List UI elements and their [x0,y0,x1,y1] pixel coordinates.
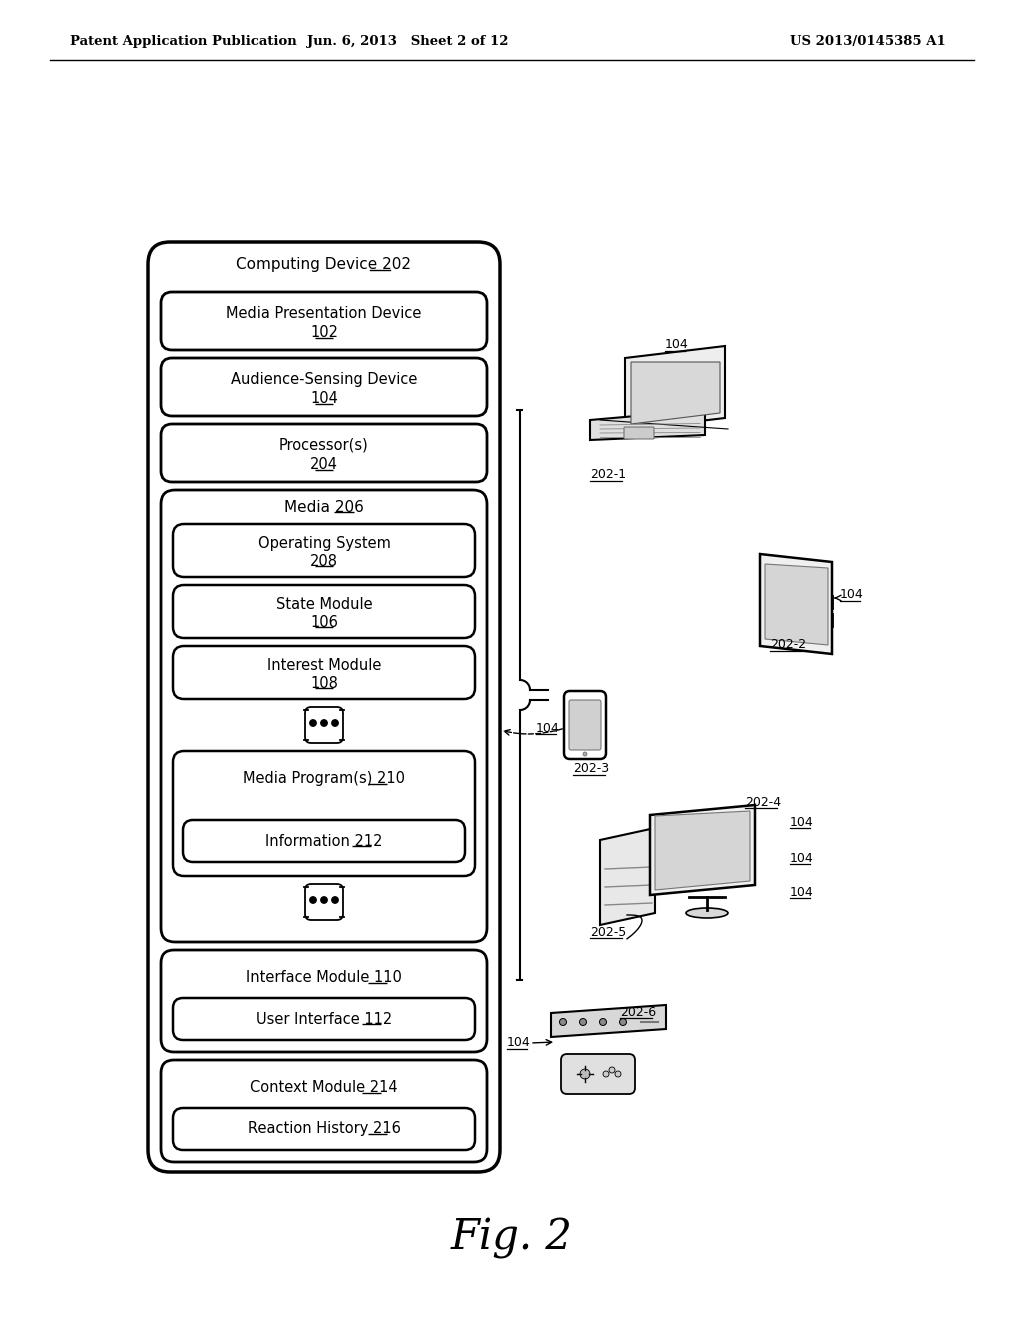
FancyBboxPatch shape [564,690,606,759]
Text: US 2013/0145385 A1: US 2013/0145385 A1 [790,36,946,49]
Circle shape [559,1019,566,1026]
Text: 202-6: 202-6 [620,1006,656,1019]
Polygon shape [600,828,655,925]
Text: 104: 104 [310,391,338,407]
Text: 202-2: 202-2 [770,639,806,652]
Polygon shape [765,564,828,645]
Circle shape [603,1071,609,1077]
Circle shape [615,1071,621,1077]
Polygon shape [760,554,831,653]
FancyBboxPatch shape [173,751,475,876]
FancyBboxPatch shape [173,585,475,638]
Polygon shape [625,346,725,430]
FancyBboxPatch shape [161,358,487,416]
Text: Interest Module: Interest Module [267,659,381,673]
FancyBboxPatch shape [161,950,487,1052]
Text: 202-1: 202-1 [590,469,626,482]
FancyBboxPatch shape [305,884,343,920]
Text: Media 206: Media 206 [284,499,364,515]
Circle shape [609,1067,615,1073]
Text: 104: 104 [840,589,864,602]
FancyBboxPatch shape [161,292,487,350]
Circle shape [310,719,316,726]
Text: 208: 208 [310,553,338,569]
FancyBboxPatch shape [561,1053,635,1094]
Text: Interface Module 110: Interface Module 110 [246,970,402,986]
Text: 104: 104 [665,338,689,351]
Text: User Interface 112: User Interface 112 [256,1011,392,1027]
Text: 204: 204 [310,457,338,473]
Circle shape [583,752,587,756]
Circle shape [580,1019,587,1026]
FancyBboxPatch shape [173,1107,475,1150]
Text: Audience-Sensing Device: Audience-Sensing Device [230,372,417,387]
Ellipse shape [686,908,728,917]
Polygon shape [631,362,720,424]
Text: Computing Device 202: Computing Device 202 [237,256,412,272]
Text: 106: 106 [310,615,338,630]
Text: Processor(s): Processor(s) [280,438,369,453]
Text: 104: 104 [790,851,814,865]
Circle shape [321,896,328,903]
Text: 104: 104 [790,816,814,829]
FancyBboxPatch shape [305,708,343,743]
FancyBboxPatch shape [173,998,475,1040]
Text: 104: 104 [790,886,814,899]
FancyBboxPatch shape [161,424,487,482]
Polygon shape [590,411,705,440]
FancyBboxPatch shape [624,426,654,440]
FancyBboxPatch shape [173,645,475,700]
FancyBboxPatch shape [161,1060,487,1162]
Text: Information 212: Information 212 [265,833,383,849]
FancyBboxPatch shape [569,700,601,750]
Text: 108: 108 [310,676,338,690]
Text: Fig. 2: Fig. 2 [451,1217,573,1259]
Circle shape [310,896,316,903]
Text: Jun. 6, 2013   Sheet 2 of 12: Jun. 6, 2013 Sheet 2 of 12 [307,36,509,49]
FancyBboxPatch shape [183,820,465,862]
Polygon shape [551,1005,666,1038]
FancyBboxPatch shape [161,490,487,942]
Text: Context Module 214: Context Module 214 [250,1081,397,1096]
Circle shape [332,896,338,903]
Text: Media Presentation Device: Media Presentation Device [226,306,422,321]
Text: 202-5: 202-5 [590,925,627,939]
Circle shape [580,1069,590,1078]
Circle shape [321,719,328,726]
Circle shape [332,719,338,726]
Text: Patent Application Publication: Patent Application Publication [70,36,297,49]
Polygon shape [650,805,755,895]
Text: 202-3: 202-3 [573,763,609,776]
Text: Reaction History 216: Reaction History 216 [248,1122,400,1137]
Text: 104: 104 [536,722,560,734]
Text: Operating System: Operating System [258,536,390,552]
Circle shape [599,1019,606,1026]
Circle shape [620,1019,627,1026]
FancyBboxPatch shape [148,242,500,1172]
Text: 102: 102 [310,325,338,341]
Text: 104: 104 [507,1036,530,1049]
Text: Media Program(s) 210: Media Program(s) 210 [243,771,406,787]
Text: 202-4: 202-4 [745,796,781,808]
FancyBboxPatch shape [173,524,475,577]
Polygon shape [655,810,750,890]
Text: State Module: State Module [275,597,373,612]
